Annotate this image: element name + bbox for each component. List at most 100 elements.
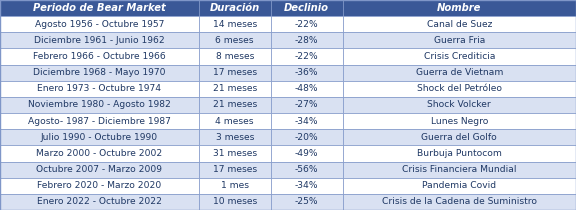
Bar bbox=[343, 64, 576, 81]
Bar bbox=[343, 32, 576, 48]
Bar bbox=[271, 194, 343, 210]
Bar bbox=[343, 161, 576, 178]
Text: Shock del Petróleo: Shock del Petróleo bbox=[417, 84, 502, 93]
Text: 1 mes: 1 mes bbox=[221, 181, 249, 190]
Bar bbox=[199, 16, 271, 32]
Bar bbox=[271, 178, 343, 194]
Text: -28%: -28% bbox=[295, 36, 319, 45]
Text: -25%: -25% bbox=[295, 197, 319, 206]
Text: Shock Volcker: Shock Volcker bbox=[427, 100, 491, 109]
Bar bbox=[0, 48, 199, 64]
Text: Octubre 2007 - Marzo 2009: Octubre 2007 - Marzo 2009 bbox=[36, 165, 162, 174]
Text: -27%: -27% bbox=[295, 100, 319, 109]
Text: Duración: Duración bbox=[210, 3, 260, 13]
Bar bbox=[343, 97, 576, 113]
Text: Agosto 1956 - Octubre 1957: Agosto 1956 - Octubre 1957 bbox=[35, 20, 164, 29]
Text: 17 meses: 17 meses bbox=[213, 68, 257, 77]
Bar bbox=[271, 32, 343, 48]
Bar bbox=[271, 16, 343, 32]
Bar bbox=[0, 113, 199, 129]
Text: 14 meses: 14 meses bbox=[213, 20, 257, 29]
Text: Pandemia Covid: Pandemia Covid bbox=[422, 181, 497, 190]
Text: Crisis Financiera Mundial: Crisis Financiera Mundial bbox=[402, 165, 517, 174]
Bar bbox=[271, 48, 343, 64]
Text: Periodo de Bear Market: Periodo de Bear Market bbox=[33, 3, 166, 13]
Bar bbox=[199, 81, 271, 97]
Bar bbox=[271, 113, 343, 129]
Text: Burbuja Puntocom: Burbuja Puntocom bbox=[417, 149, 502, 158]
Bar bbox=[0, 81, 199, 97]
Bar bbox=[271, 81, 343, 97]
Bar bbox=[343, 113, 576, 129]
Text: Marzo 2000 - Octubre 2002: Marzo 2000 - Octubre 2002 bbox=[36, 149, 162, 158]
Text: 21 meses: 21 meses bbox=[213, 84, 257, 93]
Bar bbox=[199, 97, 271, 113]
Text: Crisis de la Cadena de Suministro: Crisis de la Cadena de Suministro bbox=[382, 197, 537, 206]
Bar bbox=[271, 97, 343, 113]
Text: Guerra Fria: Guerra Fria bbox=[434, 36, 485, 45]
Text: Diciembre 1968 - Mayo 1970: Diciembre 1968 - Mayo 1970 bbox=[33, 68, 166, 77]
Text: Guerra de Vietnam: Guerra de Vietnam bbox=[416, 68, 503, 77]
Text: -20%: -20% bbox=[295, 133, 319, 142]
Text: -36%: -36% bbox=[295, 68, 319, 77]
Text: Febrero 1966 - Octubre 1966: Febrero 1966 - Octubre 1966 bbox=[33, 52, 166, 61]
Bar bbox=[0, 129, 199, 145]
Bar bbox=[343, 129, 576, 145]
Text: Julio 1990 - Octubre 1990: Julio 1990 - Octubre 1990 bbox=[41, 133, 158, 142]
Text: 6 meses: 6 meses bbox=[215, 36, 254, 45]
Bar bbox=[0, 145, 199, 161]
Bar bbox=[199, 48, 271, 64]
Text: Agosto- 1987 - Diciembre 1987: Agosto- 1987 - Diciembre 1987 bbox=[28, 117, 171, 126]
Text: -49%: -49% bbox=[295, 149, 319, 158]
Bar bbox=[0, 194, 199, 210]
Bar bbox=[343, 0, 576, 16]
Text: 4 meses: 4 meses bbox=[215, 117, 254, 126]
Text: Febrero 2020 - Marzo 2020: Febrero 2020 - Marzo 2020 bbox=[37, 181, 161, 190]
Bar bbox=[343, 48, 576, 64]
Text: Nombre: Nombre bbox=[437, 3, 482, 13]
Text: 31 meses: 31 meses bbox=[213, 149, 257, 158]
Text: -56%: -56% bbox=[295, 165, 319, 174]
Bar bbox=[343, 178, 576, 194]
Text: Enero 2022 - Octubre 2022: Enero 2022 - Octubre 2022 bbox=[37, 197, 162, 206]
Text: 21 meses: 21 meses bbox=[213, 100, 257, 109]
Bar bbox=[271, 64, 343, 81]
Text: 10 meses: 10 meses bbox=[213, 197, 257, 206]
Text: -22%: -22% bbox=[295, 20, 319, 29]
Bar bbox=[0, 32, 199, 48]
Text: Enero 1973 - Octubre 1974: Enero 1973 - Octubre 1974 bbox=[37, 84, 161, 93]
Text: 3 meses: 3 meses bbox=[215, 133, 254, 142]
Text: Declinio: Declinio bbox=[284, 3, 329, 13]
Bar bbox=[199, 194, 271, 210]
Bar bbox=[271, 161, 343, 178]
Bar bbox=[199, 129, 271, 145]
Bar bbox=[0, 97, 199, 113]
Bar bbox=[199, 161, 271, 178]
Bar bbox=[271, 145, 343, 161]
Text: -22%: -22% bbox=[295, 52, 319, 61]
Text: Canal de Suez: Canal de Suez bbox=[427, 20, 492, 29]
Bar bbox=[199, 0, 271, 16]
Bar bbox=[343, 81, 576, 97]
Bar bbox=[343, 194, 576, 210]
Text: Crisis Crediticia: Crisis Crediticia bbox=[423, 52, 495, 61]
Text: 8 meses: 8 meses bbox=[215, 52, 254, 61]
Bar bbox=[0, 64, 199, 81]
Text: Diciembre 1961 - Junio 1962: Diciembre 1961 - Junio 1962 bbox=[34, 36, 165, 45]
Bar bbox=[199, 113, 271, 129]
Bar bbox=[199, 178, 271, 194]
Bar bbox=[343, 145, 576, 161]
Text: -48%: -48% bbox=[295, 84, 319, 93]
Bar bbox=[199, 64, 271, 81]
Bar bbox=[199, 32, 271, 48]
Text: 17 meses: 17 meses bbox=[213, 165, 257, 174]
Bar bbox=[0, 0, 199, 16]
Bar bbox=[199, 145, 271, 161]
Bar bbox=[271, 0, 343, 16]
Bar bbox=[0, 16, 199, 32]
Bar bbox=[343, 16, 576, 32]
Text: Guerra del Golfo: Guerra del Golfo bbox=[422, 133, 497, 142]
Bar bbox=[0, 178, 199, 194]
Text: -34%: -34% bbox=[295, 117, 319, 126]
Bar bbox=[271, 129, 343, 145]
